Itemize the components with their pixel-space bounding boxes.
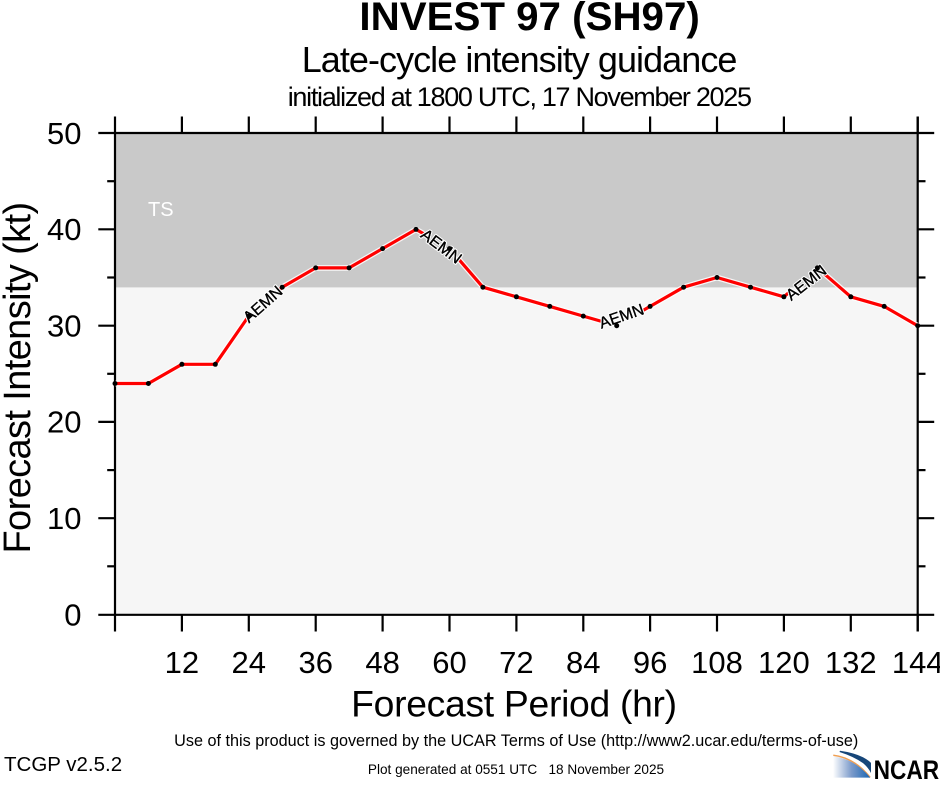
svg-text:initialized at 1800 UTC, 17 No: initialized at 1800 UTC, 17 November 202… [288,82,751,112]
svg-text:Forecast Intensity (kt): Forecast Intensity (kt) [0,202,39,553]
svg-text:Late-cycle intensity guidance: Late-cycle intensity guidance [302,39,737,80]
svg-text:10: 10 [47,501,81,536]
svg-text:Plot generated at 0551 UTC 1: Plot generated at 0551 UTC 18 November 2… [368,762,664,777]
svg-text:120: 120 [758,645,810,680]
svg-text:144: 144 [892,645,940,680]
svg-text:108: 108 [691,645,743,680]
svg-text:NCAR: NCAR [874,755,939,780]
svg-text:72: 72 [499,645,533,680]
svg-text:96: 96 [633,645,667,680]
svg-text:20: 20 [47,405,81,440]
svg-text:12: 12 [165,645,199,680]
svg-text:40: 40 [47,212,81,247]
svg-text:84: 84 [566,645,600,680]
svg-text:TCGP v2.5.2: TCGP v2.5.2 [4,753,122,776]
svg-text:Forecast Period (hr): Forecast Period (hr) [351,682,677,724]
svg-text:60: 60 [432,645,466,680]
svg-text:TS: TS [148,199,174,221]
svg-text:0: 0 [64,597,81,632]
svg-text:24: 24 [232,645,266,680]
svg-text:50: 50 [47,116,81,151]
svg-text:Use of this product is governe: Use of this product is governed by the U… [174,732,858,750]
svg-text:INVEST 97 (SH97): INVEST 97 (SH97) [359,0,699,39]
svg-text:48: 48 [365,645,399,680]
svg-text:132: 132 [825,645,877,680]
svg-text:30: 30 [47,308,81,343]
svg-text:36: 36 [298,645,332,680]
